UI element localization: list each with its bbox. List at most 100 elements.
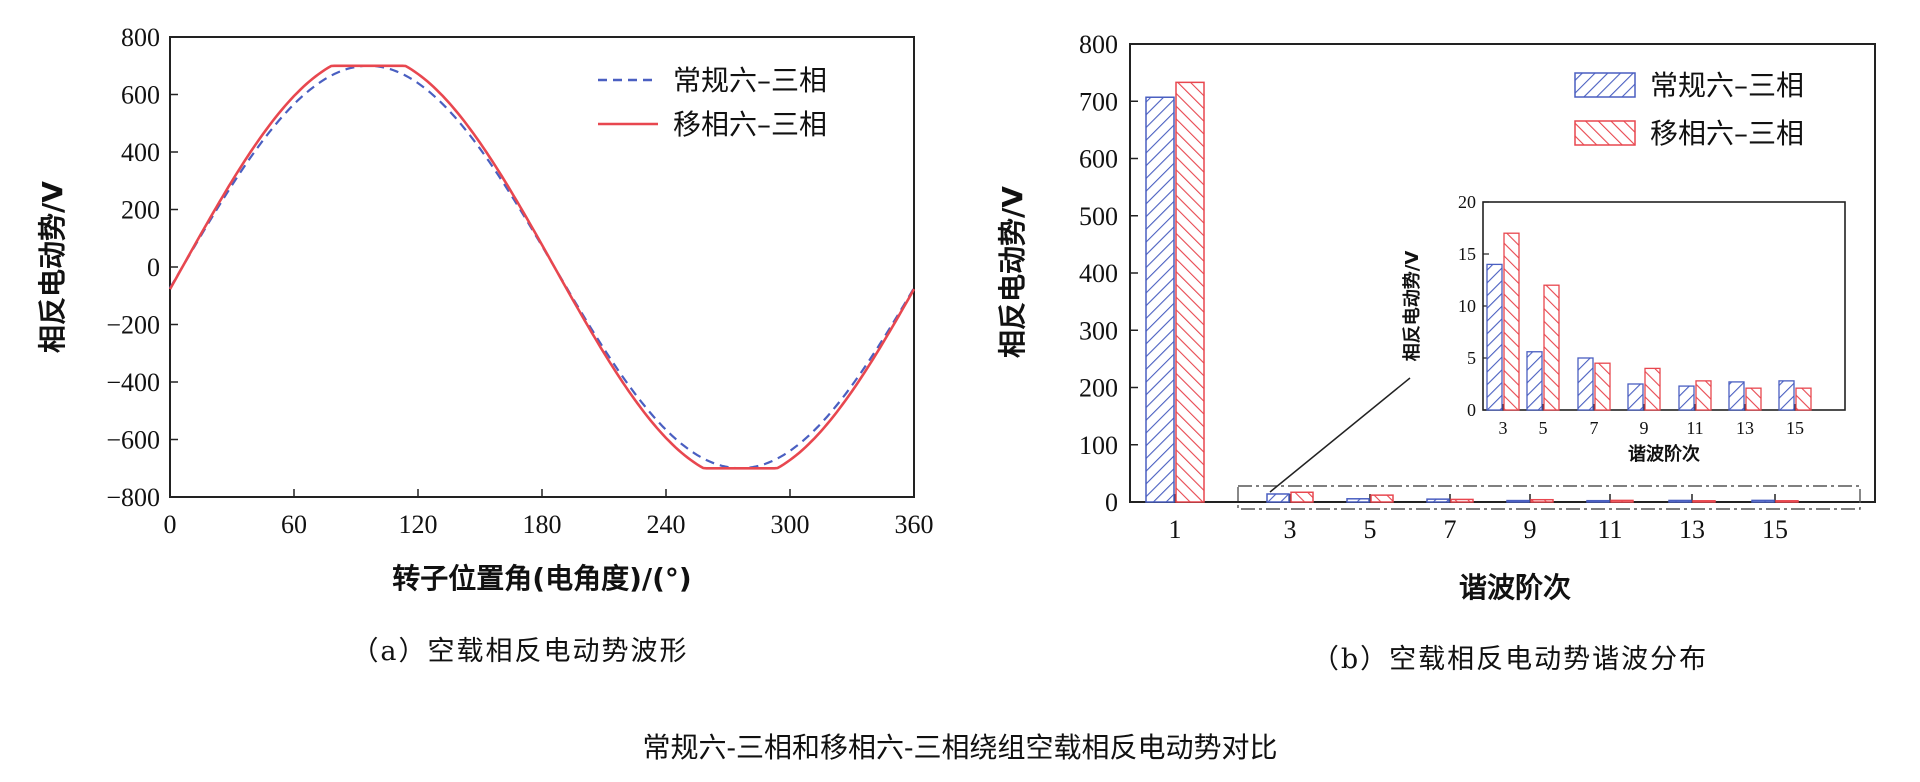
- panel-b-x-ticks: 1 3 5 7 9 11 13 15: [1169, 494, 1788, 544]
- panel-b-y-axis-label: 相反电动势/V: [996, 186, 1029, 358]
- inset-y-tick-label: 0: [1467, 400, 1476, 420]
- y-tick-label: 600: [1079, 145, 1118, 174]
- x-tick-label: 11: [1597, 515, 1622, 544]
- y-tick-label: 400: [121, 138, 160, 167]
- bar-shifted: [1370, 494, 1394, 503]
- inset-bar-shifted: [1695, 380, 1712, 411]
- y-tick-label: 700: [1079, 87, 1118, 116]
- y-tick-label: −600: [106, 426, 160, 455]
- x-tick-label: 5: [1364, 515, 1377, 544]
- panel-a-y-axis-label: 相反电动势/V: [36, 181, 69, 353]
- inset-bar-conventional: [1526, 351, 1543, 411]
- panel-b-x-axis-label: 谐波阶次: [1459, 571, 1571, 604]
- bar-shifted: [1450, 498, 1474, 503]
- inset-y-tick-label: 20: [1458, 192, 1476, 212]
- inset-bar-conventional: [1577, 357, 1594, 411]
- legend-a-label-shifted: 移相六–三相: [673, 108, 827, 141]
- x-tick-label: 9: [1524, 515, 1537, 544]
- y-tick-label: 800: [1079, 30, 1118, 59]
- y-tick-label: 400: [1079, 259, 1118, 288]
- y-tick-label: 100: [1079, 431, 1118, 460]
- panel-b-legend: 常规六–三相 移相六–三相: [1574, 69, 1804, 150]
- inset-y-axis-label: 相反电动势/V: [1401, 251, 1423, 362]
- y-tick-label: 0: [147, 253, 160, 282]
- bar-conventional: [1145, 96, 1175, 503]
- figure-caption: 常规六-三相和移相六-三相绕组空载相反电动势对比: [643, 731, 1278, 764]
- inset-y-tick-label: 5: [1467, 348, 1476, 368]
- inset-bar-conventional: [1728, 381, 1745, 411]
- y-tick-label: −200: [106, 311, 160, 340]
- panel-b-caption: （b）空载相反电动势谐波分布: [1312, 644, 1708, 675]
- zoom-region-box: [1237, 485, 1861, 510]
- legend-b-red-swatch: [1574, 120, 1636, 146]
- panel-a-plot-frame: [169, 36, 915, 498]
- bar-conventional: [1586, 499, 1610, 503]
- inset-bars: [1486, 232, 1812, 411]
- panel-a-caption: （a）空载相反电动势波形: [351, 636, 688, 667]
- inset-bar-conventional: [1778, 380, 1795, 411]
- legend-b-blue-swatch: [1574, 72, 1636, 98]
- inset-x-axis-label: 谐波阶次: [1628, 443, 1700, 465]
- legend-b-label-conventional: 常规六–三相: [1650, 69, 1804, 102]
- inset-x-ticks: 3 5 7 9 11 13 15: [1499, 404, 1804, 438]
- panel-a-series: [168, 64, 916, 470]
- bar-shifted: [1692, 500, 1716, 503]
- bar-shifted: [1175, 81, 1205, 503]
- y-tick-label: 500: [1079, 202, 1118, 231]
- inset-bar-shifted: [1745, 387, 1762, 411]
- y-tick-label: 200: [1079, 374, 1118, 403]
- inset-bar-conventional: [1486, 263, 1503, 411]
- bar-conventional: [1266, 493, 1290, 503]
- x-tick-label: 1: [1169, 515, 1182, 544]
- panel-a-y-ticks: 800 600 400 200 0 −200 −400 −600 −800: [106, 23, 178, 512]
- inset-bar-conventional: [1678, 385, 1695, 411]
- inset-x-tick-label: 5: [1539, 418, 1548, 438]
- inset-bar-conventional: [1627, 383, 1644, 411]
- panel-b-zoom-region: [1237, 485, 1861, 510]
- x-tick-label: 0: [164, 510, 177, 539]
- legend-a-label-conventional: 常规六–三相: [673, 64, 827, 97]
- x-tick-label: 3: [1284, 515, 1297, 544]
- y-tick-label: 200: [121, 196, 160, 225]
- y-tick-label: 300: [1079, 316, 1118, 345]
- x-tick-label: 7: [1444, 515, 1457, 544]
- inset-x-tick-label: 7: [1590, 418, 1599, 438]
- panel-a-line-chart: 800 600 400 200 0 −200 −400 −600 −800 0 60 120 180 2…: [36, 23, 934, 667]
- bar-shifted: [1775, 500, 1799, 503]
- inset-bar-shifted: [1543, 284, 1560, 411]
- inset-x-tick-label: 3: [1499, 418, 1508, 438]
- y-tick-label: −400: [106, 368, 160, 397]
- inset-bar-shifted: [1644, 367, 1661, 411]
- x-tick-label: 180: [523, 510, 562, 539]
- panel-a-x-ticks: 0 60 120 180 240 300 360: [164, 489, 934, 539]
- x-tick-label: 15: [1762, 515, 1788, 544]
- inset-bar-shifted: [1795, 387, 1812, 411]
- x-tick-label: 300: [771, 510, 810, 539]
- bar-conventional: [1506, 499, 1530, 503]
- x-tick-label: 240: [647, 510, 686, 539]
- x-tick-label: 13: [1679, 515, 1705, 544]
- panel-a-legend: 常规六–三相 移相六–三相: [598, 64, 827, 141]
- bar-conventional: [1668, 499, 1692, 503]
- panel-b-bars: [1145, 81, 1799, 503]
- zoom-connector-line: [1269, 377, 1411, 493]
- bar-conventional: [1426, 498, 1450, 503]
- inset-x-tick-label: 9: [1640, 418, 1649, 438]
- inset-x-tick-label: 11: [1686, 418, 1703, 438]
- y-tick-label: 0: [1105, 488, 1118, 517]
- series-line-shifted: [168, 64, 916, 470]
- y-tick-label: 800: [121, 23, 160, 52]
- inset-plot-frame: [1482, 201, 1846, 411]
- y-tick-label: 600: [121, 81, 160, 110]
- x-tick-label: 120: [399, 510, 438, 539]
- inset-x-tick-label: 15: [1786, 418, 1804, 438]
- bar-conventional: [1751, 499, 1775, 503]
- x-tick-label: 360: [895, 510, 934, 539]
- panel-b-y-ticks: 0 100 200 300 400 500 600 700 800: [1079, 30, 1138, 517]
- inset-bar-shifted: [1503, 232, 1520, 411]
- x-tick-label: 60: [281, 510, 307, 539]
- inset-y-tick-label: 15: [1458, 244, 1476, 264]
- panel-b-inset-chart: 0 5 10 15 20 3 5 7 9 11 13 15 相反电动势/V 谐波阶次: [1401, 192, 1846, 465]
